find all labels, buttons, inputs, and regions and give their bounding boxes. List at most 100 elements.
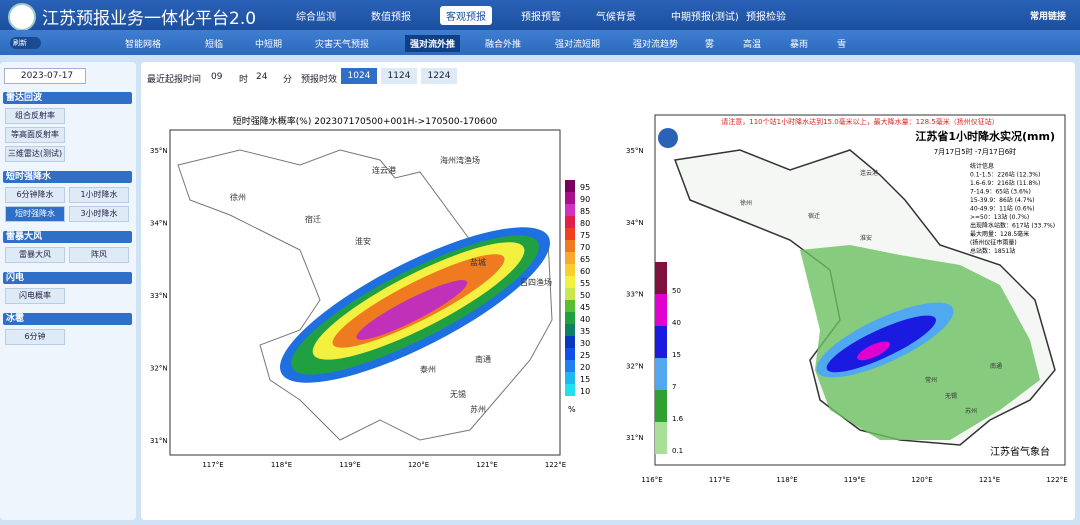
menu-button[interactable]: 3小时降水 — [69, 206, 129, 222]
legend-swatch — [565, 312, 575, 324]
stat-line: 统计信息 — [970, 162, 994, 170]
legend-label: 30 — [580, 339, 590, 348]
nav-subitem[interactable]: 灾害天气预报 — [315, 40, 370, 50]
legend-swatch — [655, 326, 667, 358]
stat-line: 最大雨量：128.5毫米 — [970, 230, 1029, 238]
lead-tab[interactable]: 1024 — [341, 68, 377, 84]
nav-item[interactable]: 客观预报 — [440, 6, 492, 25]
menu-button[interactable]: 短时强降水 — [5, 206, 65, 222]
toolbar-text: 预报时效 — [301, 75, 338, 85]
legend-swatch — [565, 336, 575, 348]
legend-label: 1.6 — [672, 415, 684, 423]
lead-tab[interactable]: 1124 — [381, 68, 417, 84]
legend-label: 65 — [580, 255, 590, 264]
menu-button[interactable]: 6分钟降水 — [5, 187, 65, 203]
logo — [8, 3, 36, 31]
legend-swatch — [565, 192, 575, 204]
menu-button[interactable]: 闪电概率 — [5, 288, 65, 304]
menu-button[interactable]: 组合反射率 — [5, 108, 65, 124]
place-name: 吕四渔场 — [520, 277, 552, 287]
nav-item[interactable]: 预报预警 — [521, 12, 561, 23]
nav-subitem[interactable]: 短临 — [205, 40, 224, 50]
nav-subitem[interactable]: 智能网格 — [125, 40, 162, 50]
nav-item[interactable]: 数值预报 — [371, 12, 411, 23]
nav-item[interactable]: 综合监测 — [296, 12, 336, 23]
group-title: 闪电 — [3, 272, 132, 284]
nav-subitem[interactable]: 雾 — [705, 40, 715, 50]
date-input[interactable]: 2023-07-17 — [4, 68, 86, 84]
menu-button[interactable]: 1小时降水 — [69, 187, 129, 203]
place-name: 无锡 — [450, 390, 466, 399]
credit: 江苏省气象台 — [990, 445, 1050, 458]
lat-label: 32°N — [626, 362, 644, 370]
legend-label: 40 — [580, 315, 590, 324]
toolbar-text: 09 — [211, 72, 223, 82]
menu-button[interactable]: 雷暴大风 — [5, 247, 65, 263]
legend-swatch — [655, 294, 667, 326]
map-subtitle: 7月17日5时 -7月17日6时 — [934, 147, 1016, 156]
legend-label: 45 — [580, 303, 590, 312]
lat-label: 34°N — [150, 220, 168, 228]
place-name: 淮安 — [860, 234, 872, 242]
legend-swatch — [565, 252, 575, 264]
place-name: 泰州 — [420, 364, 436, 374]
nav-subitem[interactable]: 中短期 — [255, 40, 283, 50]
lat-label: 33°N — [626, 291, 644, 299]
logo — [658, 128, 678, 148]
nav-subitem[interactable]: 强对流趋势 — [633, 40, 679, 50]
legend-swatch — [655, 262, 667, 294]
map-title: 短时强降水概率(%) 202307170500+001H->170500-170… — [233, 115, 498, 127]
lon-label: 122°E — [1046, 476, 1067, 484]
lon-label: 120°E — [911, 476, 932, 484]
nav-item[interactable]: 气候背景 — [596, 12, 636, 23]
legend-swatch — [655, 358, 667, 390]
toolbar-text: 时 — [239, 75, 249, 85]
lon-label: 120°E — [408, 461, 429, 469]
menu-button[interactable]: 6分钟 — [5, 329, 65, 345]
menu-button[interactable]: 三维雷达(测试) — [5, 146, 65, 162]
province-outline — [177, 149, 553, 441]
menu-button[interactable]: 阵风 — [69, 247, 129, 263]
lon-label: 119°E — [844, 476, 865, 484]
legend-swatch — [655, 390, 667, 422]
legend-swatch — [565, 180, 575, 192]
legend-label: 0.1 — [672, 447, 683, 455]
toolbar-text: 分 — [283, 75, 293, 85]
nav-subitem[interactable]: 强对流短期 — [555, 40, 601, 50]
nav-link[interactable]: 常用链接 — [1030, 12, 1067, 22]
nav-item[interactable]: 中期预报(测试) — [671, 12, 739, 23]
place-name: 南通 — [475, 354, 491, 364]
legend-label: 20 — [580, 363, 590, 372]
legend-label: 75 — [580, 231, 590, 240]
lat-label: 35°N — [626, 147, 644, 155]
nav-subitem[interactable]: 强对流外推 — [405, 35, 461, 52]
legend-swatch — [565, 324, 575, 336]
nav-subitem[interactable]: 高温 — [743, 40, 762, 50]
legend-label: 80 — [580, 219, 590, 228]
menu-button[interactable]: 等高面反射率 — [5, 127, 65, 143]
nav-item[interactable]: 预报检验 — [746, 12, 786, 23]
nav-subitem[interactable]: 雪 — [837, 40, 847, 50]
legend-swatch — [565, 228, 575, 240]
legend-label: 60 — [580, 267, 590, 276]
legend-label: 90 — [580, 195, 590, 204]
stat-line: 出现降水站数：617站 (33.7%) — [970, 222, 1055, 230]
nav-subitem[interactable]: 融合外推 — [485, 40, 522, 50]
lat-label: 31°N — [626, 434, 644, 442]
legend-label: 40 — [672, 319, 681, 327]
lat-label: 33°N — [150, 292, 168, 300]
stat-line: (扬州仪征市雨量) — [970, 239, 1017, 247]
legend-label: 15 — [672, 351, 681, 359]
lead-tab[interactable]: 1224 — [421, 68, 457, 84]
legend-label: 50 — [580, 291, 590, 300]
legend-swatch — [565, 300, 575, 312]
group-title: 冰雹 — [3, 313, 132, 325]
lat-label: 35°N — [150, 147, 168, 155]
stat-line: 40-49.9：11站 (0.6%) — [970, 205, 1035, 213]
place-name: 淮安 — [355, 236, 371, 246]
legend-swatch — [565, 276, 575, 288]
nav-subitem[interactable]: 暴雨 — [790, 40, 809, 50]
legend-label: 50 — [672, 287, 681, 295]
lon-label: 119°E — [339, 461, 360, 469]
